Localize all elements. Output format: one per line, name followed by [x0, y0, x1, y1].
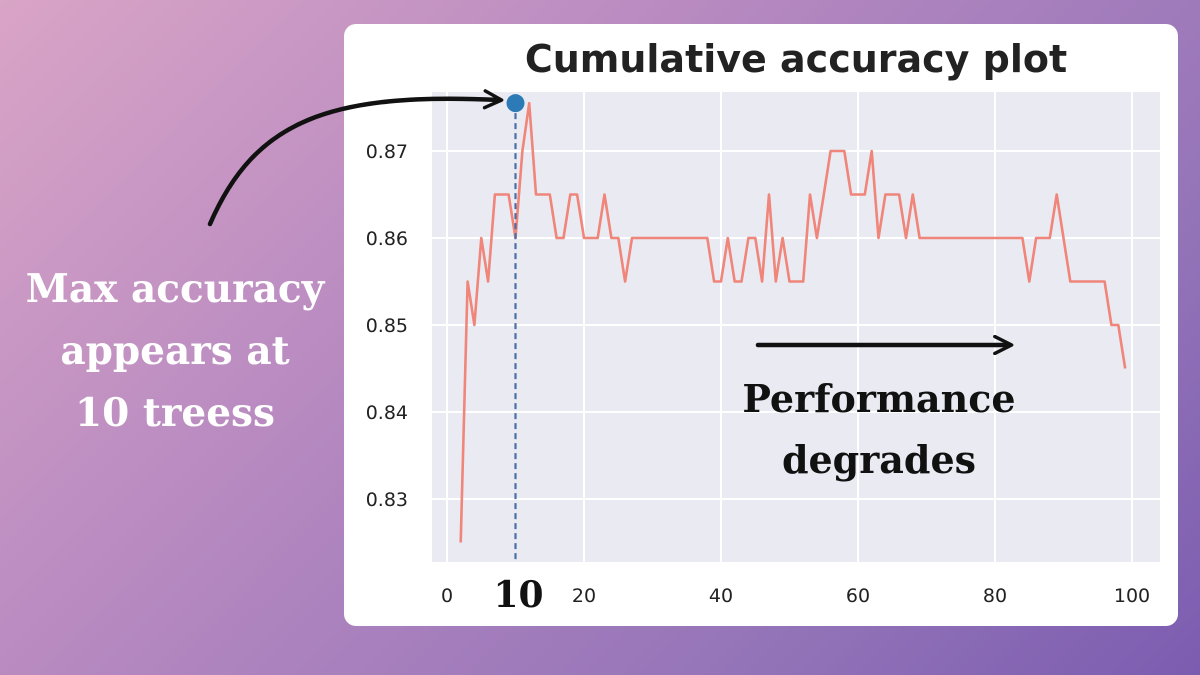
highlight-x-label: 10 — [493, 574, 543, 616]
x-tick-label: 40 — [709, 585, 733, 607]
x-tick-label: 80 — [983, 585, 1007, 607]
chart-title: Cumulative accuracy plot — [525, 37, 1067, 81]
note-line-1: Max accuracy — [25, 266, 325, 312]
x-tick-label: 0 — [441, 585, 453, 607]
y-tick-label: 0.87 — [366, 141, 408, 163]
y-tick-label: 0.86 — [366, 228, 408, 250]
y-tick-label: 0.83 — [366, 489, 408, 511]
tick-labels: 0.83 0.84 0.85 0.86 0.87 0 20 40 60 80 100 — [366, 141, 1150, 607]
x-tick-label: 20 — [572, 585, 596, 607]
max-accuracy-note: Max accuracy appears at 10 treess — [20, 258, 330, 444]
x-tick-label: 100 — [1114, 585, 1150, 607]
note-line-3: 10 treess — [75, 390, 275, 436]
plot-area — [432, 92, 1160, 562]
y-tick-label: 0.85 — [366, 315, 408, 337]
y-tick-label: 0.84 — [366, 402, 408, 424]
accuracy-line — [459, 101, 1127, 543]
grid-lines — [432, 92, 1160, 562]
x-tick-label: 60 — [846, 585, 870, 607]
note-line-2: appears at — [60, 328, 290, 374]
degrade-text-line-1: Performance — [742, 376, 1015, 421]
max-accuracy-point — [506, 94, 525, 113]
degrade-text-line-2: degrades — [782, 437, 976, 482]
curved-arrow — [207, 89, 504, 227]
